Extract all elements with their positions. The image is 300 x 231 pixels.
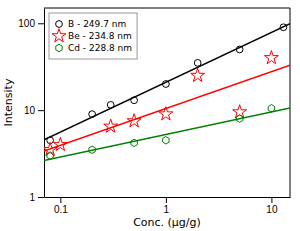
x-tick: 0.1 — [54, 197, 68, 215]
y-tick-label: 10 — [24, 105, 36, 116]
x-tick-mark — [166, 197, 167, 203]
y-axis-line — [44, 9, 45, 198]
point — [107, 101, 114, 108]
series-points — [44, 51, 278, 156]
fit-line — [44, 108, 290, 160]
point — [236, 115, 242, 122]
x-tick: 10 — [266, 197, 278, 215]
y-tick: 100 — [18, 18, 44, 29]
x-tick-label: 0.1 — [54, 204, 68, 215]
x-tick: 1 — [164, 197, 170, 215]
y-tick-label: 100 — [18, 18, 35, 29]
point — [194, 60, 201, 67]
x-tick-mark — [60, 197, 61, 203]
point — [162, 81, 169, 88]
fit-line — [44, 24, 290, 140]
point — [131, 139, 137, 146]
point — [280, 24, 287, 31]
plot-area: 0.1 1 10 1 10 100 B - 249.7 nm Be - 234.8 nm Cd … — [18, 8, 290, 215]
legend-marker — [56, 44, 62, 51]
point — [163, 137, 169, 144]
y-tick-mark — [38, 110, 44, 111]
legend: B - 249.7 nm Be - 234.8 nm Cd - 228.8 nm — [49, 13, 137, 59]
point — [233, 105, 247, 118]
point — [159, 107, 173, 120]
point — [191, 68, 205, 81]
x-tick-label: 10 — [266, 204, 278, 215]
point — [53, 137, 67, 150]
series-points — [47, 105, 275, 160]
frame-top — [44, 8, 290, 9]
legend-frame — [49, 13, 137, 59]
legend-label: Cd - 228.8 nm — [68, 43, 132, 53]
point — [104, 119, 118, 132]
y-axis: 1 10 100 — [18, 9, 44, 203]
x-axis-title: Conc. (μg/g) — [133, 216, 201, 229]
marks — [44, 24, 290, 161]
chart: 0.1 1 10 1 10 100 B - 249.7 nm Be - 234.8 nm Cd … — [0, 0, 300, 231]
point — [127, 114, 141, 127]
point — [268, 105, 274, 112]
point — [131, 97, 138, 104]
legend-label: B - 249.7 nm — [68, 19, 126, 29]
point — [89, 146, 95, 153]
point — [89, 111, 96, 118]
legend-marker — [52, 29, 66, 42]
point — [47, 152, 53, 159]
y-tick: 1 — [29, 192, 44, 203]
x-tick-label: 1 — [164, 204, 170, 215]
y-axis-title: Intensity — [2, 78, 15, 126]
y-tick-mark — [38, 197, 44, 198]
point — [264, 51, 278, 64]
point — [44, 142, 57, 155]
frame-right — [290, 8, 291, 197]
x-axis: 0.1 1 10 — [45, 197, 291, 215]
x-axis-line — [45, 197, 291, 198]
x-tick-mark — [271, 197, 272, 203]
point — [236, 46, 243, 53]
y-tick-mark — [38, 23, 44, 24]
legend-label: Be - 234.8 nm — [68, 31, 132, 41]
legend-marker — [56, 21, 63, 28]
y-tick: 10 — [24, 105, 44, 116]
y-tick-label: 1 — [29, 192, 35, 203]
fit-line — [44, 65, 290, 151]
